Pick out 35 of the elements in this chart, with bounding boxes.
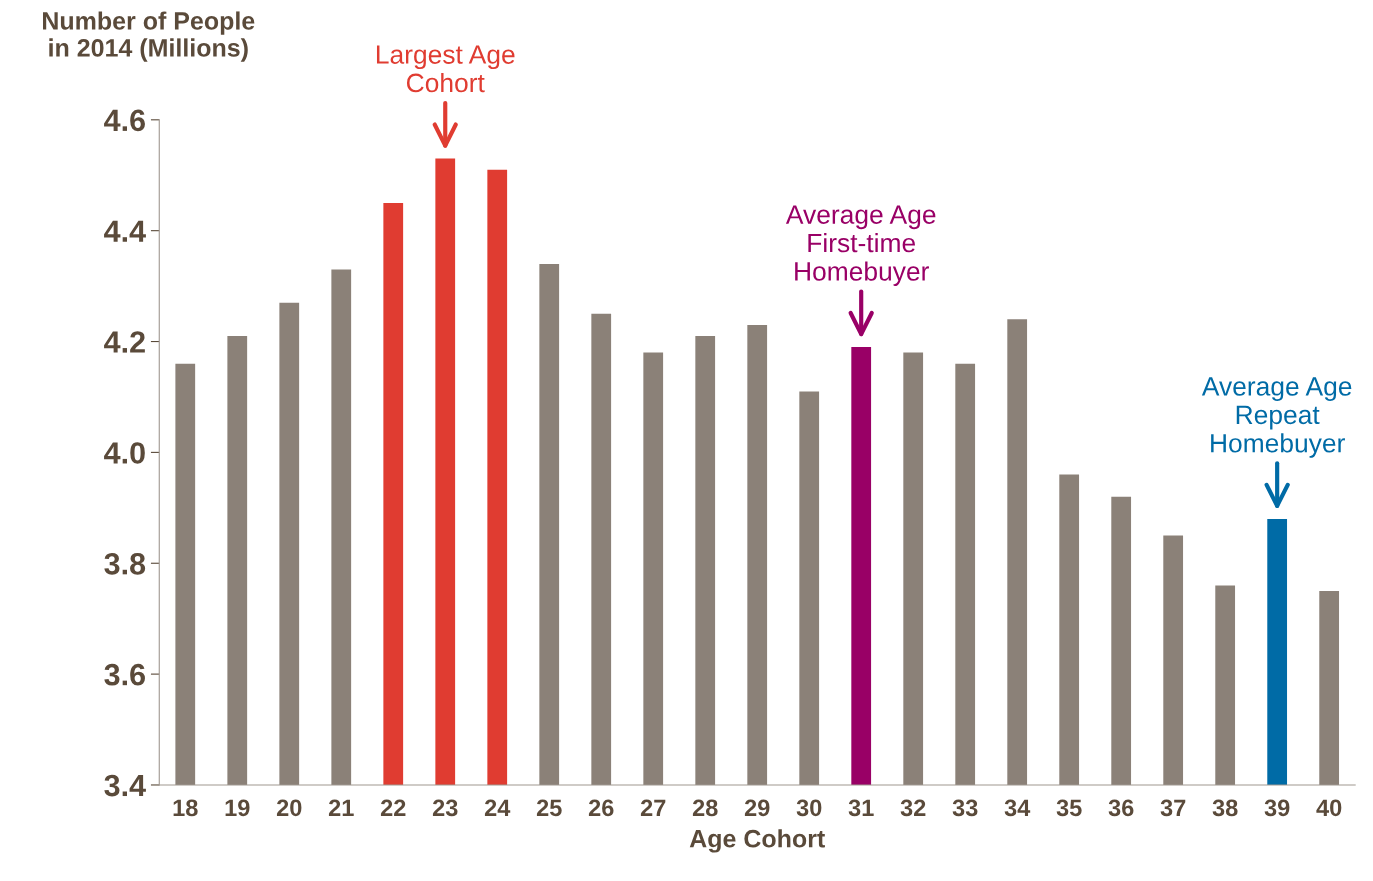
y-tick-label: 3.4	[104, 774, 146, 797]
x-tick-label: 36	[1108, 799, 1134, 817]
x-tick-label: 39	[1264, 799, 1290, 817]
x-tick-label: 35	[1056, 799, 1082, 817]
y-axis-title: Number of People in 2014 (Millions)	[43, 11, 255, 62]
x-tick-label: 29	[744, 799, 770, 817]
y-tick-label: 4.4	[104, 220, 146, 242]
x-tick-label: 23	[432, 799, 458, 817]
x-tick-label: 20	[276, 799, 302, 817]
x-tick-label: 19	[225, 799, 250, 817]
y-tick-label: 4.0	[104, 442, 145, 464]
y-tick-label: 3.8	[104, 552, 146, 575]
x-tick-label: 38	[1212, 799, 1238, 817]
annotation: Average Age Repeat Homebuyer	[1201, 377, 1352, 458]
x-tick-label: 25	[536, 799, 562, 817]
x-tick-label: 21	[328, 799, 354, 816]
x-tick-label: 37	[1160, 799, 1186, 817]
y-tick-label: 4.2	[104, 331, 145, 353]
y-tick-label: 4.6	[104, 109, 145, 132]
x-tick-label: 32	[900, 799, 926, 817]
x-tick-label: 24	[484, 799, 511, 816]
x-tick-label: 40	[1316, 799, 1342, 817]
x-tick-label: 33	[952, 799, 978, 817]
x-tick-label: 22	[380, 799, 406, 816]
x-tick-label: 31	[848, 799, 874, 817]
annotation: Largest Age Cohort	[376, 45, 515, 93]
x-tick-label: 18	[173, 799, 198, 817]
x-tick-label: 30	[796, 799, 822, 817]
x-axis-title: Age Cohort	[689, 829, 825, 853]
y-tick-label: 3.6	[104, 663, 145, 686]
x-tick-label: 34	[1004, 799, 1031, 817]
x-tick-label: 28	[692, 799, 718, 817]
x-tick-label: 27	[640, 799, 666, 816]
annotation: Average Age First-time Homebuyer	[785, 205, 936, 286]
x-tick-label: 26	[588, 799, 614, 817]
